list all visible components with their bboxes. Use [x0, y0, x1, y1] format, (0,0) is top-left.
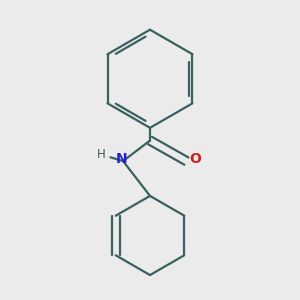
Text: O: O [189, 152, 201, 167]
Text: H: H [97, 148, 105, 161]
Text: N: N [116, 152, 127, 167]
